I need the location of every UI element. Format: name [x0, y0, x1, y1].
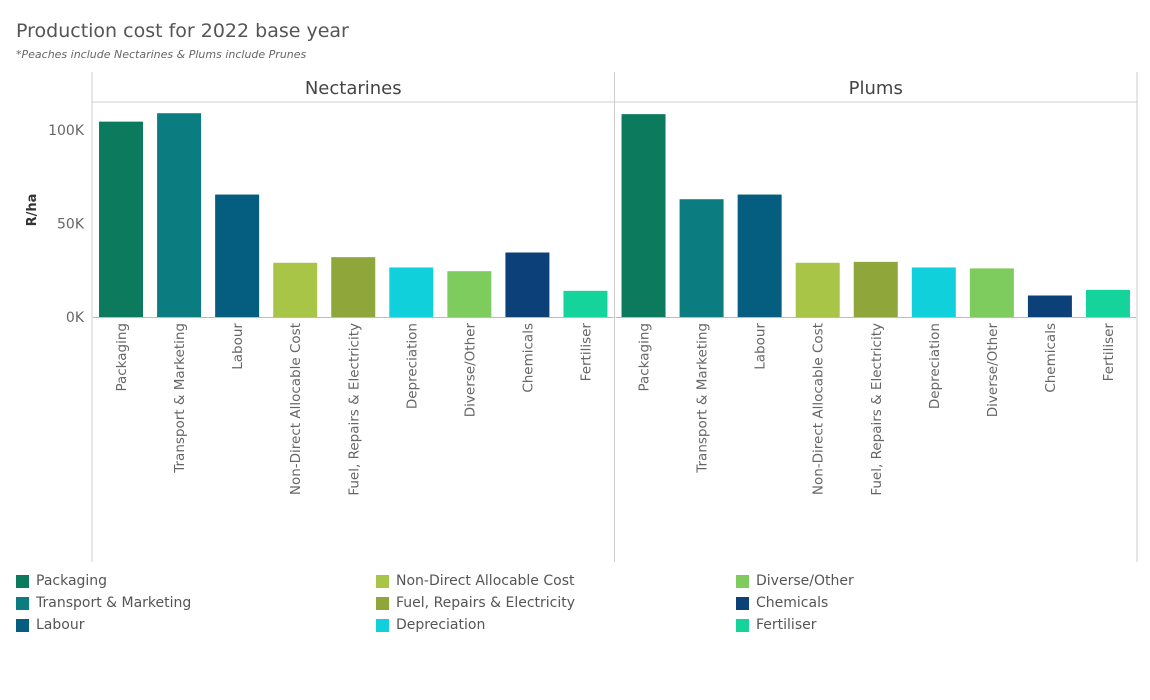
- legend-swatch: [376, 574, 389, 588]
- x-tick-label: Diverse/Other: [462, 323, 478, 418]
- bar: [447, 271, 492, 317]
- legend-swatch: [16, 596, 29, 610]
- x-tick-label: Packaging: [637, 323, 653, 392]
- legend-swatch: [16, 574, 29, 588]
- x-tick-label: Chemicals: [1043, 323, 1059, 393]
- bar: [737, 194, 782, 317]
- x-tick-label: Labour: [230, 323, 246, 370]
- x-tick-label: Non-Direct Allocable Cost: [288, 323, 304, 495]
- bar: [99, 121, 144, 317]
- bar: [679, 199, 724, 317]
- bar: [273, 262, 318, 317]
- bar: [1085, 289, 1130, 317]
- panel-title-nectarines: Nectarines: [305, 78, 402, 99]
- legend-item: Fuel, Repairs & Electricity: [376, 595, 575, 611]
- legend-label: Fertiliser: [756, 617, 817, 633]
- bar: [1027, 295, 1072, 317]
- chart-subtitle: *Peaches include Nectarines & Plums incl…: [16, 48, 307, 61]
- y-axis-label: R/ha: [25, 194, 40, 227]
- legend-swatch: [16, 618, 29, 632]
- bar: [563, 290, 608, 317]
- panel-title-plums: Plums: [849, 78, 903, 99]
- legend-label: Packaging: [36, 573, 108, 589]
- x-tick-label: Fuel, Repairs & Electricity: [346, 323, 362, 496]
- bar: [621, 114, 666, 317]
- legend-label: Chemicals: [756, 595, 829, 611]
- x-tick-label: Transport & Marketing: [695, 323, 711, 474]
- legend-label: Labour: [36, 617, 85, 633]
- bar: [911, 267, 956, 317]
- legend-label: Fuel, Repairs & Electricity: [396, 595, 576, 611]
- x-tick-label: Labour: [753, 323, 769, 370]
- legend-swatch: [736, 574, 749, 588]
- y-tick-label: 50K: [57, 217, 85, 233]
- bar: [331, 257, 376, 317]
- legend-item: Transport & Marketing: [16, 595, 191, 611]
- bar: [157, 113, 202, 317]
- x-tick-label: Depreciation: [927, 323, 943, 409]
- x-tick-label: Diverse/Other: [985, 323, 1001, 418]
- x-tick-label: Depreciation: [404, 323, 420, 409]
- legend-swatch: [736, 596, 749, 610]
- chart-title: Production cost for 2022 base year: [16, 20, 349, 42]
- legend-item: Labour: [16, 617, 84, 633]
- bar: [215, 194, 260, 317]
- y-tick-label: 0K: [66, 310, 85, 326]
- legend-swatch: [736, 618, 749, 632]
- legend-label: Non-Direct Allocable Cost: [396, 573, 575, 589]
- legend-swatch: [376, 596, 389, 610]
- y-tick-label: 100K: [48, 123, 85, 139]
- chart-svg: R/ha 0K 50K 100K Nectarines Packaging Transpor…: [25, 72, 1138, 562]
- legend-item: Diverse/Other: [736, 573, 854, 589]
- legend-label: Transport & Marketing: [36, 595, 192, 611]
- x-tick-label: Packaging: [114, 323, 130, 392]
- bar: [389, 267, 434, 317]
- x-tick-label: Fertiliser: [578, 323, 594, 382]
- bar: [505, 252, 550, 317]
- x-tick-label: Chemicals: [520, 323, 536, 393]
- bar: [795, 262, 840, 317]
- bar: [853, 261, 898, 317]
- bar: [969, 268, 1014, 317]
- legend-item: Non-Direct Allocable Cost: [376, 573, 575, 589]
- x-tick-label: Fuel, Repairs & Electricity: [869, 323, 885, 496]
- legend-item: Fertiliser: [736, 617, 816, 633]
- legend-item: Chemicals: [736, 595, 828, 611]
- x-tick-label: Transport & Marketing: [172, 323, 188, 474]
- x-tick-label: Fertiliser: [1101, 323, 1117, 382]
- legend-item: Packaging: [16, 573, 107, 589]
- legend-label: Depreciation: [396, 617, 486, 633]
- legend-item: Depreciation: [376, 617, 485, 633]
- x-tick-label: Non-Direct Allocable Cost: [811, 323, 827, 495]
- legend-swatch: [376, 618, 389, 632]
- legend-label: Diverse/Other: [756, 573, 854, 589]
